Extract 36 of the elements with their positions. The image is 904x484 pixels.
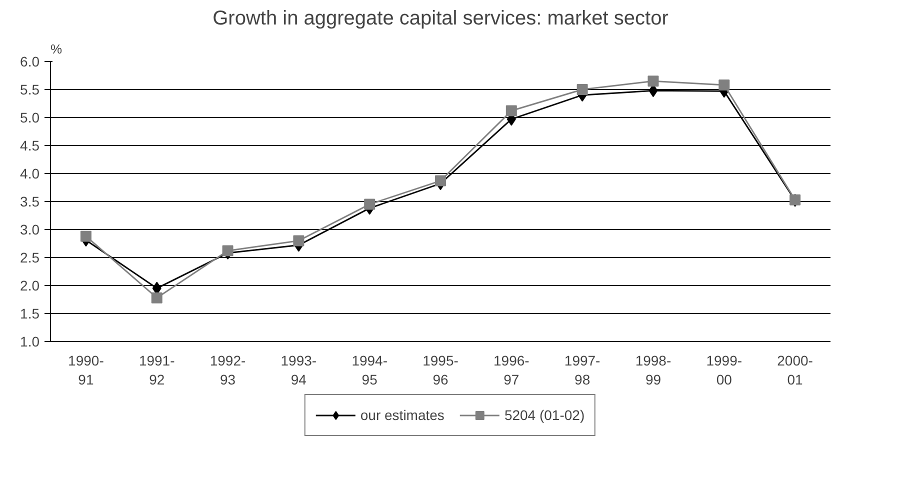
point: [648, 76, 659, 87]
x-tick-label: 1998- 99: [635, 352, 672, 388]
point: [506, 105, 517, 116]
point: [151, 292, 162, 304]
point: [293, 235, 304, 246]
point: [435, 175, 446, 186]
point: [576, 84, 588, 95]
point: [718, 80, 730, 91]
x-tick-label: 1999- 00: [706, 352, 742, 388]
point: [364, 198, 376, 210]
point: [80, 230, 92, 242]
legend-label: our estimates: [360, 407, 444, 423]
legend-label: 5204 (01-02): [504, 407, 585, 423]
x-tick-label: 1993- 94: [280, 352, 317, 388]
y-tick-label: 3.5: [20, 194, 40, 210]
x-tick-label: 1996- 97: [494, 352, 530, 388]
y-tick-label: 1.5: [20, 306, 40, 322]
y-tick-label: 4.0: [20, 166, 40, 182]
y-tick-label: 2.5: [20, 250, 40, 266]
x-tick-label: 1991- 92: [138, 352, 176, 388]
y-tick-label: 2.0: [20, 278, 40, 294]
x-tick-label: 1992- 93: [210, 352, 246, 388]
point: [222, 245, 234, 256]
x-tick-label: 1995- 96: [422, 352, 459, 388]
y-axis-title: %: [50, 42, 62, 56]
y-tick-label: 1.0: [20, 334, 40, 350]
x-tick-label: 1990- 91: [68, 352, 104, 388]
x-tick-label: 1994- 95: [352, 352, 388, 388]
x-tick-label: 2000- 01: [777, 352, 814, 388]
x-tick-label: 1997- 98: [564, 352, 601, 388]
y-tick-label: 3.0: [20, 222, 40, 238]
y-tick-label: 5.5: [20, 82, 40, 98]
y-tick-label: 4.5: [20, 138, 40, 154]
y-tick-label: 5.0: [20, 110, 40, 126]
y-tick-label: 6.0: [20, 54, 40, 70]
chart-title: Growth in aggregate capital services: market sector: [212, 8, 669, 30]
